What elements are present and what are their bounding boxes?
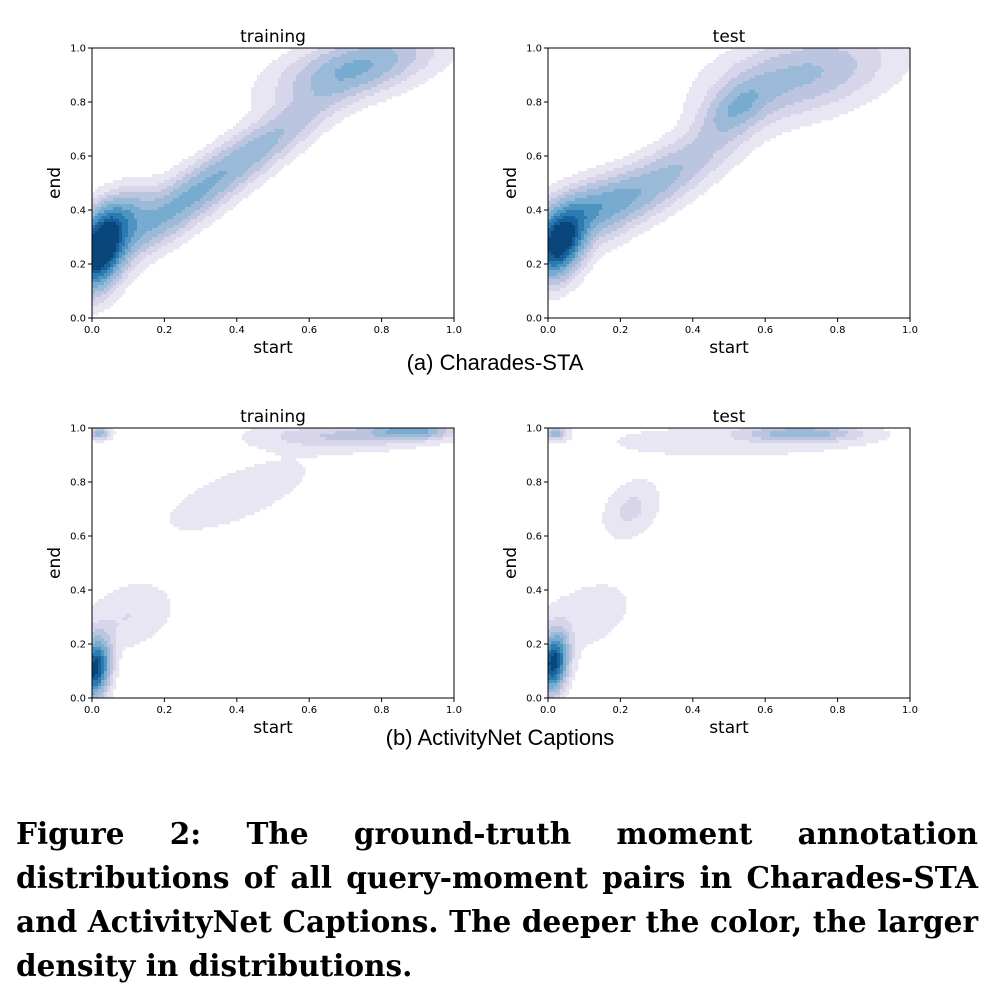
y-tick-label: 1.0 [526,44,542,55]
x-axis-label: start [253,718,293,738]
x-tick-label: 0.8 [374,325,390,336]
y-tick-label: 0.2 [526,260,542,271]
y-tick-label: 1.0 [70,44,86,55]
x-tick-label: 0.2 [156,705,172,716]
y-tick-label: 0.2 [70,260,86,271]
y-tick-label: 1.0 [70,424,86,435]
y-tick-label: 0.8 [70,478,86,489]
x-tick-label: 0.4 [229,705,245,716]
y-tick-label: 0.8 [70,98,86,109]
y-tick-label: 0.4 [526,206,542,217]
plot-frame [547,47,911,319]
y-axis-label: end [501,547,521,579]
x-tick-label: 0.8 [830,705,846,716]
y-tick-label: 0.6 [70,532,86,543]
figure-area: 0.0 0.2 0.4 0.6 0.8 1.0 0.0 0.2 0.4 0.6 0.8 1.0 trai… [45,27,918,750]
y-axis-label: end [45,547,65,579]
x-tick-label: 0.2 [156,325,172,336]
density-plot-4: 0.0 0.2 0.4 0.6 0.8 1.0 0.0 0.2 0.4 0.6 0.8 1.0 test… [501,407,918,738]
y-tick-label: 0.8 [526,478,542,489]
x-axis-label: start [709,718,749,738]
x-tick-label: 0.4 [685,325,701,336]
panel-title: test [713,27,746,47]
density-plot-1: 0.0 0.2 0.4 0.6 0.8 1.0 0.0 0.2 0.4 0.6 0.8 1.0 trai… [45,27,462,358]
x-tick-label: 1.0 [446,325,462,336]
y-axis-label: end [45,167,65,199]
figure-caption: Figure 2: The ground-truth moment annota… [16,816,978,983]
x-tick-label: 0.6 [757,705,773,716]
x-tick-label: 0.2 [612,705,628,716]
density-plot-2: 0.0 0.2 0.4 0.6 0.8 1.0 0.0 0.2 0.4 0.6 0.8 1.0 test… [501,27,918,358]
subfigure-caption: (a) Charades-STA [407,350,584,375]
y-tick-label: 0.6 [70,152,86,163]
panel-title: training [240,407,306,427]
y-tick-label: 0.8 [526,98,542,109]
panel-title: test [713,407,746,427]
x-tick-label: 1.0 [902,705,918,716]
x-tick-label: 1.0 [902,325,918,336]
plot-frame [91,47,455,319]
density-contours [548,48,910,301]
x-tick-label: 0.6 [301,325,317,336]
y-tick-label: 0.4 [70,586,86,597]
y-tick-label: 0.2 [526,640,542,651]
y-tick-label: 0.6 [526,152,542,163]
density-plot-3: 0.0 0.2 0.4 0.6 0.8 1.0 0.0 0.2 0.4 0.6 0.8 1.0 trai… [45,407,462,738]
plot-frame [91,427,455,699]
x-tick-label: 1.0 [446,705,462,716]
subfigure-caption: (b) ActivityNet Captions [386,725,615,750]
x-tick-label: 0.2 [612,325,628,336]
density-contours [92,428,454,698]
y-tick-label: 1.0 [526,424,542,435]
density-contours [92,48,454,316]
x-tick-label: 0.4 [229,325,245,336]
y-tick-label: 0.0 [70,694,86,705]
plot-frame [547,427,911,699]
y-tick-label: 0.0 [526,694,542,705]
y-tick-label: 0.2 [70,640,86,651]
x-tick-label: 0.0 [540,705,556,716]
x-tick-label: 0.6 [757,325,773,336]
x-tick-label: 0.0 [84,705,100,716]
x-tick-label: 0.6 [301,705,317,716]
y-tick-label: 0.4 [526,586,542,597]
y-axis-label: end [501,167,521,199]
x-tick-label: 0.0 [84,325,100,336]
x-tick-label: 0.4 [685,705,701,716]
x-tick-label: 0.0 [540,325,556,336]
x-tick-label: 0.8 [374,705,390,716]
y-tick-label: 0.0 [526,314,542,325]
x-axis-label: start [709,338,749,358]
y-tick-label: 0.6 [526,532,542,543]
panel-title: training [240,27,306,47]
density-contours [548,428,891,698]
y-tick-label: 0.0 [70,314,86,325]
x-axis-label: start [253,338,293,358]
y-tick-label: 0.4 [70,206,86,217]
x-tick-label: 0.8 [830,325,846,336]
